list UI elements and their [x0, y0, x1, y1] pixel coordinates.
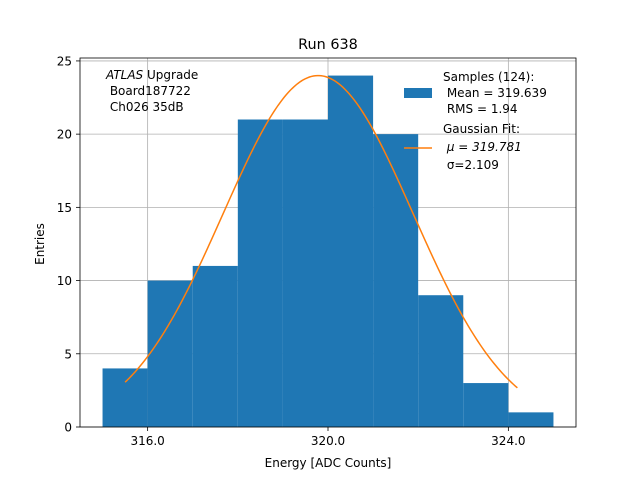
x-tick-label-1: 320.0 — [311, 434, 345, 448]
legend-samples-mean: Mean = 319.639 — [443, 86, 547, 100]
legend-samples-rms: RMS = 1.94 — [443, 102, 518, 116]
y-tick-label-5: 25 — [57, 54, 72, 68]
histogram-bar-7 — [418, 295, 464, 427]
histogram-bar-0 — [102, 368, 148, 427]
legend-samples-title: Samples (124): — [443, 70, 534, 84]
x-axis-label: Energy [ADC Counts] — [265, 456, 392, 470]
legend: Samples (124): Mean = 319.639 RMS = 1.94… — [404, 70, 547, 172]
histogram-bars — [102, 75, 554, 428]
histogram-bar-9 — [508, 412, 554, 427]
legend-samples-swatch — [404, 88, 432, 98]
annotation-line-1-rest: Upgrade — [143, 68, 198, 82]
histogram-bar-2 — [192, 265, 238, 427]
histogram-bar-3 — [237, 119, 283, 427]
axis-ticks: 316.0 320.0 324.0 0 5 10 15 20 25 — [57, 54, 526, 448]
gaussian-fit-curve — [124, 74, 518, 389]
legend-fit-title: Gaussian Fit: — [443, 122, 520, 136]
annotation-line-3: Ch026 35dB — [106, 100, 184, 114]
annotation-line-2: Board187722 — [106, 84, 191, 98]
histogram-bar-1 — [147, 280, 193, 427]
legend-fit-mu: μ = 319.781 — [443, 140, 522, 154]
annotation-line-1: ATLAS Upgrade — [105, 68, 198, 82]
histogram-bar-8 — [463, 383, 509, 427]
x-tick-label-0: 316.0 — [130, 434, 164, 448]
legend-fit-sigma: σ=2.109 — [443, 158, 499, 172]
y-axis-label: Entries — [33, 223, 47, 265]
y-tick-label-4: 20 — [57, 128, 72, 142]
chart-title: Run 638 — [298, 37, 358, 53]
y-tick-label-3: 15 — [57, 201, 72, 215]
fit-curve-group — [124, 74, 518, 389]
info-annotation: ATLAS Upgrade Board187722 Ch026 35dB — [105, 68, 198, 114]
x-tick-label-2: 324.0 — [491, 434, 525, 448]
annotation-italic-word: ATLAS — [105, 68, 144, 82]
histogram-bar-6 — [373, 134, 419, 427]
y-tick-label-2: 10 — [57, 274, 72, 288]
histogram-bar-5 — [328, 75, 374, 428]
histogram-bar-4 — [282, 119, 328, 427]
y-tick-label-1: 5 — [64, 347, 72, 361]
y-tick-label-0: 0 — [64, 421, 72, 435]
